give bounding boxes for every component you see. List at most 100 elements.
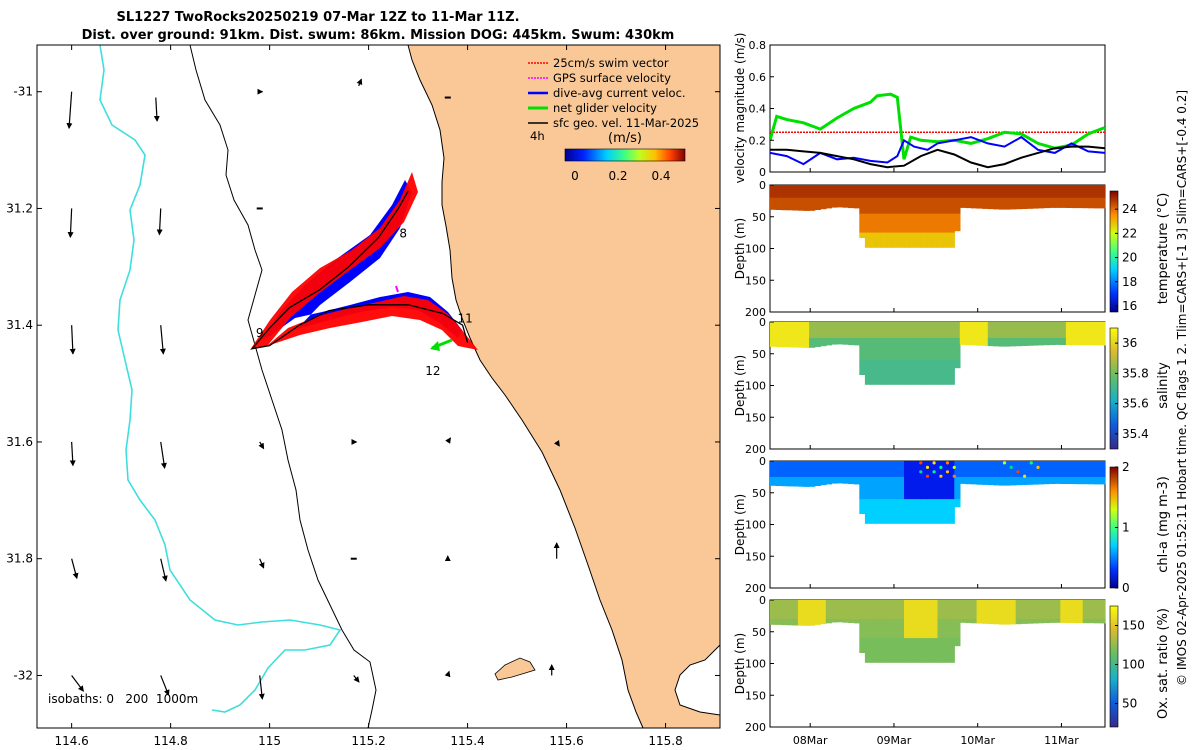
salinity-cell xyxy=(887,360,894,385)
temperature-cell xyxy=(792,197,799,211)
oxygen-cell xyxy=(781,600,788,620)
velocity-y-tick-label: 0.6 xyxy=(749,71,767,84)
salinity-cell xyxy=(948,322,955,339)
salinity-cell xyxy=(887,322,894,339)
salinity-cell xyxy=(1032,337,1039,346)
salinity-cell xyxy=(1004,322,1011,339)
chla-y-tick-label: 200 xyxy=(745,582,766,595)
track-swim-band xyxy=(250,172,478,350)
geo-vector xyxy=(258,675,265,700)
salinity-cell xyxy=(976,337,983,346)
temperature-y-tick-label: 100 xyxy=(745,243,766,256)
chla-dot xyxy=(939,465,943,469)
chla-cell xyxy=(1082,476,1089,485)
chla-cell xyxy=(915,499,922,524)
chla-cell xyxy=(775,461,782,478)
chla-cell xyxy=(987,461,994,478)
oxygen-cell xyxy=(926,600,933,620)
oxygen-cell xyxy=(1021,600,1028,620)
temperature-cell xyxy=(943,185,950,199)
side-caption: © IMOS 02-Apr-2025 01:52:11 Hobart time.… xyxy=(1175,90,1189,686)
salinity-cell xyxy=(1099,322,1106,339)
temperature-cell xyxy=(842,185,849,199)
oxygen-colorbar-tick-label: 100 xyxy=(1122,658,1145,672)
chla-colorbar-tick-label: 0 xyxy=(1122,581,1130,595)
chla-cell xyxy=(1049,461,1056,478)
temperature-cell xyxy=(937,185,944,199)
oxygen-y-tick-label: 150 xyxy=(745,689,766,702)
temperature-cell xyxy=(825,185,832,199)
temperature-cell xyxy=(898,197,905,215)
chla-y-tick-label: 0 xyxy=(759,455,766,468)
salinity-cell xyxy=(971,337,978,346)
oxygen-cell xyxy=(848,619,855,623)
salinity-cell xyxy=(993,322,1000,339)
chla-cell xyxy=(1093,461,1100,478)
oxygen-cell xyxy=(993,600,1000,620)
chla-colorbar-label: chl-a (mg m-3) xyxy=(1156,476,1171,573)
temperature-cell xyxy=(898,213,905,234)
chla-cell xyxy=(920,461,927,478)
salinity-cell xyxy=(797,337,805,348)
temperature-cell xyxy=(1021,197,1028,209)
temperature-cell xyxy=(1088,185,1095,199)
temperature-cell xyxy=(926,213,933,234)
temperature-cell xyxy=(881,213,888,234)
salinity-cell xyxy=(864,322,872,339)
oxygen-cell xyxy=(904,638,911,663)
oxygen-cell xyxy=(971,619,978,624)
temperature-cell xyxy=(943,213,950,234)
salinity-cell xyxy=(915,337,922,361)
temperature-cell xyxy=(770,197,777,210)
temperature-cell xyxy=(982,185,989,199)
gps-velocity-mark xyxy=(395,285,399,293)
chla-cell xyxy=(876,499,883,524)
salinity-cell xyxy=(864,337,872,361)
land-mass xyxy=(408,45,720,728)
geo-vector xyxy=(66,91,73,130)
chla-cell xyxy=(987,476,994,486)
temperature-y-tick-label: 200 xyxy=(745,306,766,319)
track-line xyxy=(250,190,469,350)
temperature-cell xyxy=(920,213,927,234)
oxygen-cell xyxy=(954,638,961,647)
chla-cell xyxy=(1093,476,1100,485)
chla-cell xyxy=(1088,476,1095,485)
temperature-cell xyxy=(948,197,955,215)
chla-cell xyxy=(1065,476,1073,484)
salinity-cell xyxy=(931,337,939,361)
geo-vector xyxy=(356,78,363,87)
chla-cell xyxy=(1099,476,1106,485)
chla-colorbar-tick-label: 2 xyxy=(1122,460,1130,474)
oxygen-cell xyxy=(876,600,883,620)
oxygen-cell xyxy=(803,600,810,620)
geo-vector xyxy=(71,558,79,580)
chla-cell xyxy=(998,476,1006,486)
oxygen-cell xyxy=(954,600,961,620)
salinity-cell xyxy=(853,337,860,346)
temperature-cell xyxy=(881,197,888,215)
chla-cell xyxy=(904,476,911,500)
temperature-cell xyxy=(987,197,994,210)
oxygen-cell xyxy=(892,619,899,639)
chla-cell xyxy=(803,461,810,478)
chla-cell xyxy=(825,476,832,485)
salinity-cell xyxy=(993,337,1000,347)
temperature-cell xyxy=(1015,185,1022,199)
temperature-cell xyxy=(1049,197,1056,208)
oxygen-cell xyxy=(1088,619,1095,624)
chla-dot xyxy=(1002,461,1007,465)
salinity-cell xyxy=(859,360,866,375)
chla-cell xyxy=(1038,461,1045,478)
temperature-cell xyxy=(870,213,877,234)
chla-cell xyxy=(820,461,827,478)
oxygen-cell xyxy=(837,600,844,620)
chla-cell xyxy=(876,476,883,500)
isobath-200 xyxy=(189,45,377,728)
oxygen-cell xyxy=(1026,600,1033,620)
salinity-cell xyxy=(876,360,883,385)
oxygen-cell xyxy=(797,600,805,620)
chla-cell xyxy=(959,461,966,478)
salinity-cell xyxy=(1082,337,1089,346)
salinity-cell xyxy=(909,337,916,361)
